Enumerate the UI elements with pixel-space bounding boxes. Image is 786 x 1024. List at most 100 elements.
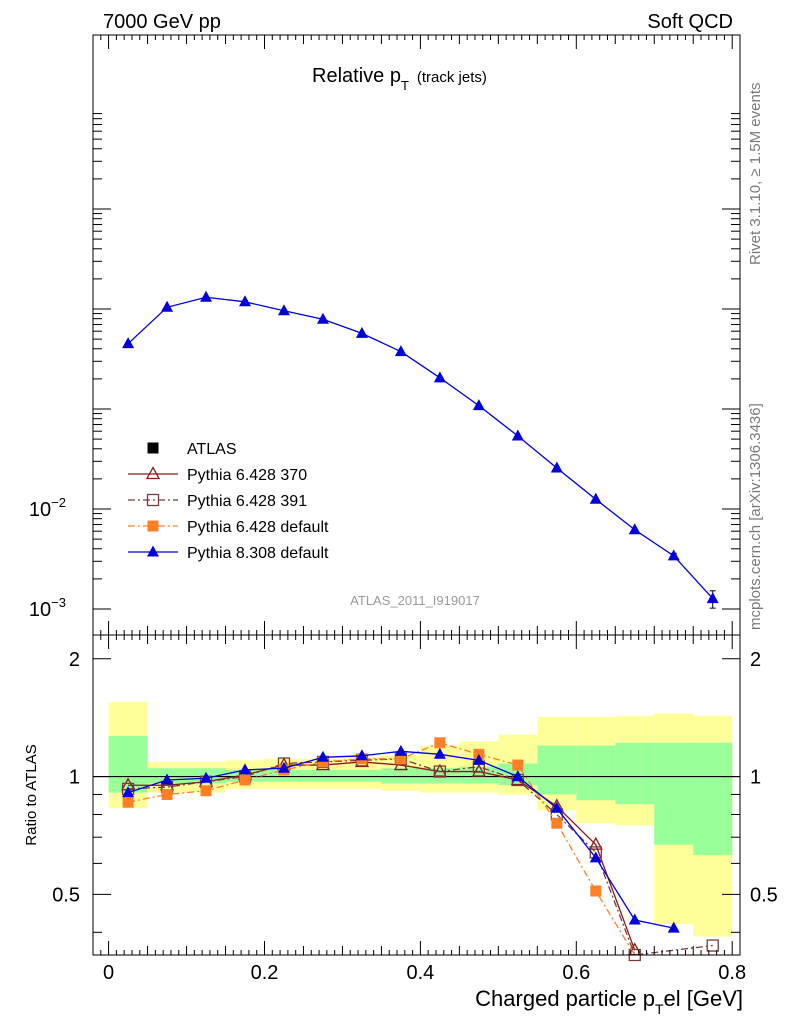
title-sub: T	[401, 78, 409, 93]
ratio-point	[277, 761, 290, 773]
ratio-point	[471, 763, 486, 777]
ratio-plot-curves	[120, 737, 719, 962]
x-tick-label: 0.6	[562, 962, 590, 984]
legend-label: Pythia 6.428 default	[187, 519, 329, 536]
x-label-pre: Charged particle p	[475, 986, 655, 1011]
band-green-bin	[537, 745, 577, 795]
main-point	[550, 461, 563, 473]
main-point	[667, 549, 680, 561]
ratio-point	[239, 763, 252, 775]
rivet-label: Rivet 3.1.10, ≥ 1.5M events	[747, 83, 764, 266]
ratio-series-line	[127, 742, 636, 956]
ratio-point	[434, 737, 446, 749]
ratio-point	[512, 759, 524, 771]
ratio-point	[550, 801, 563, 813]
ratio-point	[433, 747, 446, 759]
ratio-point	[394, 744, 407, 756]
legend-entry: Pythia 6.428 370	[128, 466, 307, 484]
ratio-y-tick-label: 0.5	[52, 884, 80, 906]
legend-marker	[147, 442, 159, 454]
ratio-point	[161, 773, 174, 785]
band-green-bin	[693, 742, 733, 856]
legend-entry: Pythia 6.428 default	[128, 519, 329, 536]
ratio-point	[200, 771, 213, 783]
legend-entry: Pythia 8.308 default	[128, 545, 329, 562]
header-left: 7000 GeV pp	[103, 11, 221, 33]
axis-labels: 0 0.2 0.4 0.6 0.8 10−2 10−3 0.5 0.5 1 1 2 2	[29, 495, 778, 984]
ratio-point	[122, 796, 134, 808]
band-green-bin	[576, 745, 616, 801]
x-tick-label: 0.2	[251, 962, 279, 984]
ratio-point	[590, 885, 602, 897]
main-point	[472, 399, 485, 411]
main-point	[355, 326, 368, 338]
source-label: mcplots.cern.ch [arXiv:1306.3436]	[747, 403, 764, 630]
x-label-sub: T	[655, 1001, 664, 1017]
ratio-point	[551, 817, 563, 829]
ratio-y-tick-label-right: 2	[750, 649, 761, 671]
main-plot-curves	[122, 290, 719, 609]
legend-marker	[146, 493, 160, 507]
ratio-point	[472, 753, 485, 765]
ratio-uncertainty-bands	[93, 702, 740, 937]
ratio-ylabel: Ratio to ATLAS	[23, 744, 40, 845]
ratio-point	[161, 788, 173, 800]
ratio-y-tick-label-right: 0.5	[750, 884, 778, 906]
ratio-point	[200, 785, 212, 797]
ratio-point	[511, 770, 524, 782]
ratio-point	[317, 756, 329, 768]
axis-ticks	[92, 35, 741, 955]
main-point	[277, 304, 290, 316]
main-y-tick-label: 10−3	[29, 595, 66, 621]
title-extra: (track jets)	[417, 69, 487, 86]
ratio-point	[628, 913, 641, 925]
legend-entry: ATLAS	[147, 441, 237, 458]
main-point	[200, 290, 213, 302]
legend-marker	[147, 520, 159, 532]
main-point	[433, 371, 446, 383]
band-green-bin	[108, 735, 148, 793]
band-green-bin	[264, 769, 304, 782]
main-point	[628, 523, 641, 535]
ratio-point	[316, 750, 329, 762]
band-green-bin	[342, 769, 382, 782]
legend-marker	[145, 466, 161, 480]
x-tick-label: 0.8	[718, 962, 746, 984]
main-point	[706, 592, 719, 604]
band-green-bin	[459, 766, 499, 784]
main-point	[394, 345, 407, 357]
ratio-point	[589, 851, 602, 863]
ratio-point	[706, 939, 719, 952]
main-point	[511, 429, 524, 441]
main-point	[589, 492, 602, 504]
main-point	[239, 295, 252, 307]
main-point	[122, 337, 135, 349]
legend-label: Pythia 8.308 default	[187, 545, 329, 562]
ratio-point	[433, 765, 447, 778]
legend-label: Pythia 6.428 391	[187, 493, 307, 510]
ratio-point	[122, 786, 135, 798]
band-green-bin	[615, 742, 655, 805]
title-main: Relative p	[312, 65, 401, 87]
main-title: Relative pT (track jets)	[312, 65, 487, 93]
analysis-id: ATLAS_2011_I919017	[350, 593, 480, 608]
ratio-frame	[92, 634, 741, 956]
legend-marker	[147, 545, 159, 557]
band-green-bin	[303, 769, 343, 782]
main-y-tick-label: 10−2	[29, 495, 66, 521]
ratio-point	[667, 921, 680, 933]
ratio-point	[355, 749, 368, 761]
legend-label: Pythia 6.428 370	[187, 467, 307, 484]
ratio-series-line	[128, 761, 636, 951]
ratio-point	[395, 753, 407, 765]
x-tick-label: 0	[103, 962, 114, 984]
band-green-bin	[381, 768, 421, 784]
main-point	[316, 312, 329, 324]
ratio-point	[239, 774, 251, 786]
x-tick-label: 0.4	[406, 962, 434, 984]
band-green-bin	[654, 742, 694, 845]
header-right: Soft QCD	[647, 11, 733, 33]
legend: ATLAS Pythia 6.428 370 Pythia 6.428 391 Pyt…	[128, 441, 329, 562]
main-series-line	[127, 296, 714, 600]
